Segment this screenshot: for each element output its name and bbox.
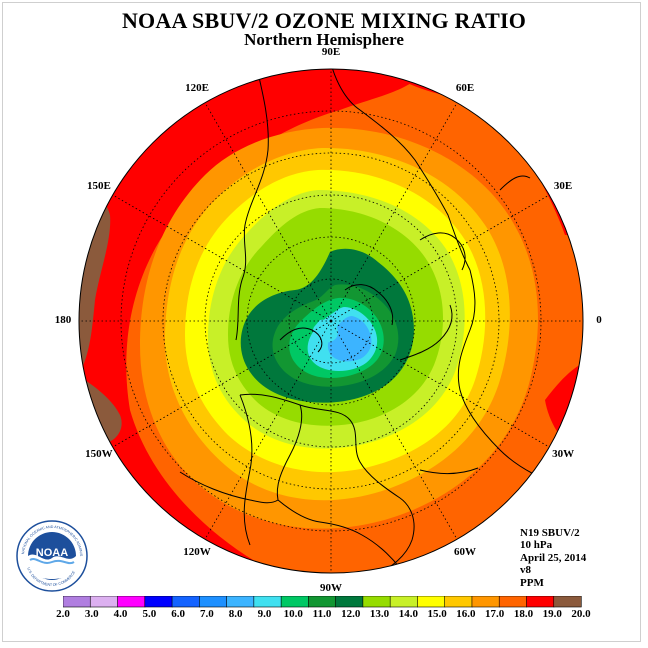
color-scale-cell (526, 596, 555, 608)
longitude-label: 90W (320, 582, 342, 594)
longitude-label: 180 (54, 314, 72, 326)
color-scale-tick: 16.0 (456, 608, 476, 620)
version-label: v8 (520, 564, 531, 577)
longitude-label: 0 (596, 314, 602, 326)
color-scale-cell (335, 596, 364, 608)
color-scale-bar (63, 596, 582, 608)
color-scale-cell (226, 596, 255, 608)
color-scale-cell (171, 596, 200, 608)
color-scale-cell (89, 596, 119, 608)
color-scale-tick: 17.0 (485, 608, 505, 620)
color-scale-cell (389, 596, 419, 608)
longitude-label: 60W (454, 546, 476, 559)
color-scale-cell (280, 596, 309, 608)
color-scale-tick: 7.0 (200, 608, 214, 620)
color-scale-cell (199, 596, 228, 608)
color-scale-cell (553, 596, 582, 608)
color-scale-cell (444, 596, 473, 608)
color-scale-tick: 9.0 (257, 608, 272, 620)
color-scale-tick: 20.0 (571, 608, 591, 620)
color-scale-tick: 13.0 (369, 608, 390, 620)
color-scale-tick: 15.0 (427, 608, 447, 620)
color-scale-cell (117, 596, 146, 608)
color-scale-cell (253, 596, 282, 608)
date-label: April 25, 2014 (520, 551, 587, 564)
coastlines (179, 69, 571, 573)
instrument-label: N19 SBUV/2 (520, 527, 580, 539)
band-8-9 (327, 316, 372, 362)
color-scale-cell (308, 596, 337, 608)
color-scale-tick: 4.0 (113, 608, 128, 620)
map-title: NOAA SBUV/2 OZONE MIXING RATIO (121, 8, 527, 33)
map-boundary (78, 68, 584, 574)
color-scale-cell (362, 596, 391, 608)
longitude-label: 120W (183, 546, 211, 559)
color-scale-tick: 19.0 (542, 608, 562, 620)
color-scale-tick: 18.0 (513, 608, 534, 620)
color-scale-tick: 3.0 (84, 608, 99, 620)
longitude-label: 30E (553, 180, 573, 192)
color-scale-cell (471, 596, 500, 608)
product-info: N19 SBUV/2 10 hPa April 25, 2014 v8 PPM (520, 527, 586, 589)
map-subtitle: Northern Hemisphere (244, 30, 404, 49)
color-scale-tick: 11.0 (312, 608, 332, 620)
figure-frame (2, 2, 641, 642)
longitude-label: 60E (455, 81, 475, 94)
color-scale-tick: 8.0 (228, 608, 243, 620)
color-scale-cell (417, 596, 446, 608)
color-scale-cell (498, 596, 528, 608)
noaa-logo: NOAA NATIONAL OCEANIC AND ATMOSPHERIC AD… (16, 520, 88, 592)
color-scale-cell (144, 596, 173, 608)
longitude-label: 30W (552, 448, 575, 460)
noaa-logo-text: NOAA (36, 547, 68, 559)
color-scale-tick: 10.0 (283, 608, 303, 620)
band-19-20-west (79, 69, 430, 573)
color-scale-tick: 2.0 (56, 608, 70, 620)
color-scale-cell (63, 596, 91, 608)
color-scale-tick: 6.0 (171, 608, 185, 620)
band-9-10-b (312, 319, 338, 343)
longitude-label: 120E (185, 81, 209, 94)
longitude-label: 150E (86, 180, 111, 192)
longitude-label: 150W (85, 448, 113, 460)
color-scale-tick: 5.0 (142, 608, 157, 620)
pressure-level-label: 10 hPa (520, 539, 553, 552)
color-scale-tick: 14.0 (398, 608, 418, 620)
color-scale-tick: 12.0 (341, 608, 361, 620)
units-label: PPM (520, 576, 544, 589)
longitude-label: 90E (321, 46, 341, 58)
